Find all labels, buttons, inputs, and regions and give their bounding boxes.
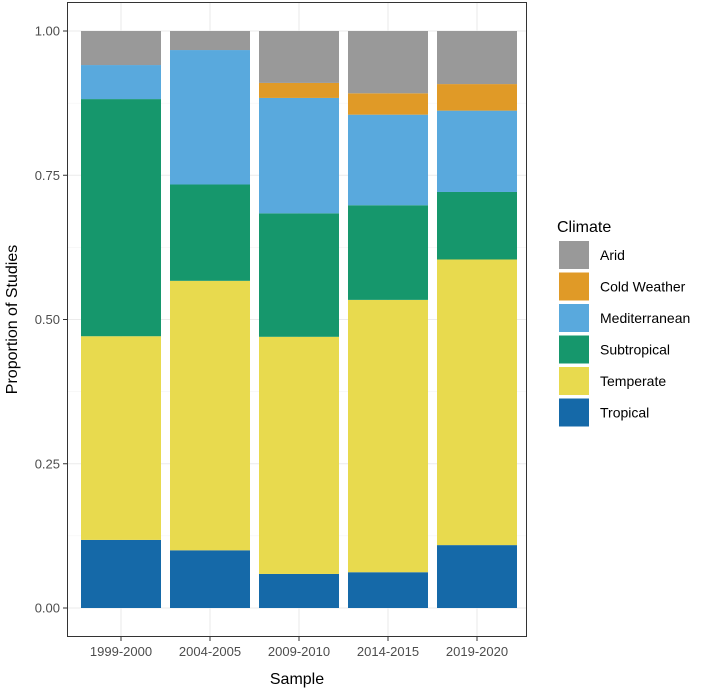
bars — [81, 31, 517, 608]
bar-segment — [348, 572, 428, 608]
bar-segment — [81, 99, 161, 337]
bar-segment — [437, 31, 517, 85]
bar-segment — [81, 539, 161, 608]
bar-segment — [437, 259, 517, 546]
x-axis-title: Sample — [270, 671, 324, 688]
x-axis: 1999-2000 2004-2005 2009-2010 2014-2015 2019… — [90, 637, 508, 659]
legend-label: Cold Weather — [600, 279, 686, 295]
x-tick-label: 2004-2005 — [179, 644, 241, 659]
legend-swatch — [559, 367, 589, 395]
legend-label: Subtropical — [600, 342, 670, 358]
x-tick-label: 2019-2020 — [446, 644, 508, 659]
bar-segment — [437, 84, 517, 111]
bar-segment — [170, 280, 250, 551]
y-axis: 0.00 0.25 0.50 0.75 1.00 — [35, 24, 67, 616]
bar-segment — [81, 336, 161, 540]
bar-segment — [259, 573, 339, 608]
bar-segment — [348, 299, 428, 573]
bar-segment — [348, 31, 428, 94]
legend-swatch — [559, 241, 589, 269]
legend-label: Tropical — [600, 405, 649, 421]
legend-swatch — [559, 304, 589, 332]
bar-segment — [437, 545, 517, 608]
legend-swatch — [559, 398, 589, 427]
legend-swatch — [559, 335, 589, 364]
y-tick-label: 0.00 — [35, 601, 60, 616]
y-tick-label: 0.25 — [35, 456, 60, 471]
x-tick-label: 2014-2015 — [357, 644, 419, 659]
legend: Climate Arid Cold Weather Mediterranean Sub… — [557, 219, 690, 427]
legend-label: Mediterranean — [600, 310, 690, 326]
bar-segment — [437, 110, 517, 192]
bar-segment — [170, 184, 250, 281]
legend-label: Arid — [600, 247, 625, 263]
y-tick-label: 0.50 — [35, 312, 60, 327]
y-axis-title: Proportion of Studies — [4, 245, 21, 394]
bar-segment — [170, 550, 250, 608]
bar-segment — [259, 336, 339, 574]
x-tick-label: 1999-2000 — [90, 644, 152, 659]
bar-segment — [170, 31, 250, 51]
bar-segment — [259, 82, 339, 98]
bar-segment — [81, 31, 161, 66]
legend-label: Temperate — [600, 373, 666, 389]
bar-segment — [81, 65, 161, 100]
bar-segment — [348, 114, 428, 206]
bar-segment — [259, 31, 339, 83]
bar-segment — [170, 50, 250, 185]
y-tick-label: 0.75 — [35, 168, 60, 183]
y-tick-label: 1.00 — [35, 24, 60, 39]
bar-segment — [437, 191, 517, 260]
panel-border — [67, 2, 527, 637]
x-tick-label: 2009-2010 — [268, 644, 330, 659]
legend-title: Climate — [557, 219, 611, 236]
legend-swatch — [559, 272, 589, 301]
bar-segment — [348, 93, 428, 115]
bar-segment — [348, 205, 428, 300]
bar-segment — [259, 97, 339, 214]
bar-segment — [259, 213, 339, 337]
